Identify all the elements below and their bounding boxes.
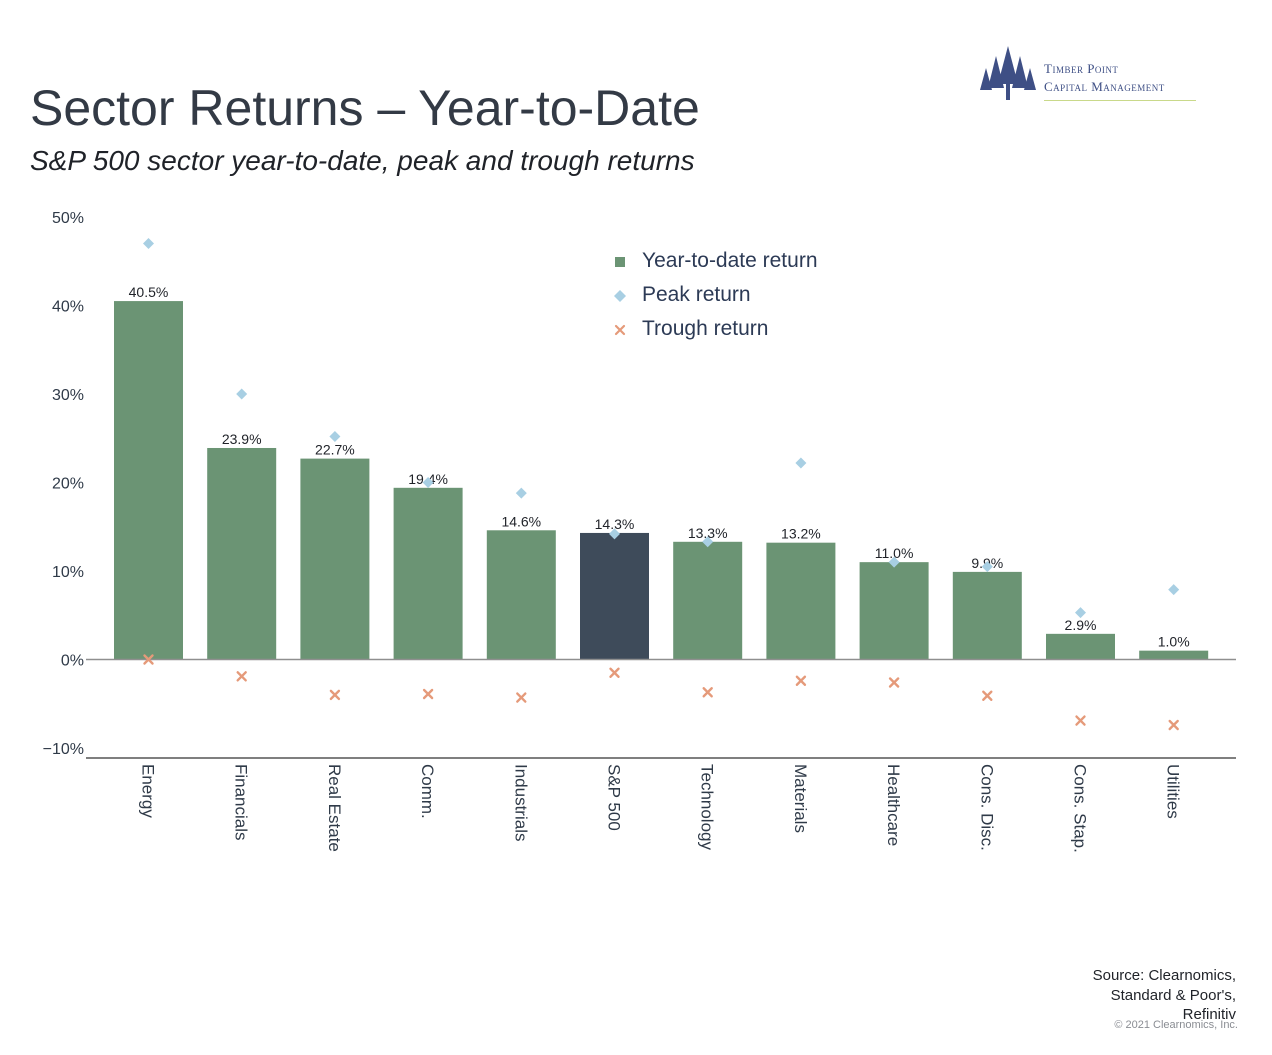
logo-underline bbox=[1044, 100, 1196, 101]
x-category-label: Comm. bbox=[418, 764, 437, 819]
x-category-label: Materials bbox=[791, 764, 810, 833]
logo-text: Timber Point Capital Management bbox=[1044, 60, 1165, 96]
trough-marker bbox=[702, 687, 713, 698]
peak-marker bbox=[1075, 607, 1086, 619]
logo-line-2: Capital Management bbox=[1044, 79, 1165, 94]
peak-marker bbox=[609, 528, 620, 540]
data-label: 13.3% bbox=[688, 525, 728, 541]
legend-square-icon bbox=[615, 257, 625, 267]
source-line-1: Source: Clearnomics, bbox=[1092, 967, 1236, 984]
peak-marker bbox=[702, 536, 714, 548]
trough-marker bbox=[982, 690, 993, 701]
y-tick-label: 0% bbox=[61, 653, 84, 670]
y-tick-label: 50% bbox=[52, 210, 84, 227]
trough-marker bbox=[1075, 715, 1086, 726]
bar bbox=[1046, 633, 1115, 660]
data-label: 2.9% bbox=[1065, 617, 1097, 633]
pine-trees-icon bbox=[980, 46, 1036, 100]
legend-diamond-icon bbox=[614, 290, 626, 302]
trough-marker bbox=[236, 671, 247, 682]
data-label: 23.9% bbox=[222, 431, 262, 447]
x-category-label: Energy bbox=[139, 764, 158, 818]
trough-marker bbox=[422, 688, 434, 700]
y-tick-label: 30% bbox=[52, 387, 84, 404]
trough-marker bbox=[795, 675, 807, 686]
x-category-label: Industrials bbox=[511, 764, 530, 841]
x-category-label: Cons. Disc. bbox=[977, 764, 996, 851]
source-note: Source: Clearnomics, Standard & Poor's, … bbox=[1093, 966, 1236, 1025]
company-logo: Timber Point Capital Management bbox=[978, 44, 1208, 108]
peak-marker bbox=[422, 477, 434, 488]
x-category-label: Healthcare bbox=[884, 764, 903, 846]
peak-marker bbox=[981, 561, 993, 573]
peak-marker bbox=[143, 238, 154, 250]
legend-label-trough: Trough return bbox=[642, 317, 769, 340]
x-category-label: S&P 500 bbox=[605, 764, 624, 831]
y-tick-label: 40% bbox=[52, 299, 84, 316]
x-category-label: Technology bbox=[698, 764, 717, 851]
trough-marker bbox=[516, 692, 527, 703]
bar bbox=[486, 530, 556, 660]
source-line-2: Standard & Poor's, bbox=[1110, 986, 1236, 1004]
y-tick-label: 20% bbox=[52, 476, 84, 493]
bar bbox=[393, 487, 463, 660]
data-label: 40.5% bbox=[129, 284, 169, 300]
trough-marker bbox=[609, 667, 620, 678]
data-label: 14.6% bbox=[501, 513, 541, 529]
chart-subtitle: S&P 500 sector year-to-date, peak and tr… bbox=[30, 145, 695, 176]
legend-x-icon bbox=[614, 324, 626, 336]
bar bbox=[859, 562, 929, 660]
data-label: 13.2% bbox=[781, 526, 821, 542]
copyright-note: © 2021 Clearnomics, Inc. bbox=[1114, 1019, 1238, 1031]
x-category-label: Financials bbox=[232, 764, 251, 841]
y-tick-label: −10% bbox=[43, 741, 84, 758]
bar bbox=[114, 301, 183, 660]
source-line-3: Refinitiv bbox=[1182, 1006, 1236, 1023]
x-category-label: Cons. Stap. bbox=[1071, 764, 1090, 853]
bar bbox=[207, 447, 277, 660]
peak-marker bbox=[795, 457, 807, 469]
trough-marker bbox=[329, 689, 341, 701]
x-category-label: Utilities bbox=[1164, 764, 1183, 819]
legend-label-peak: Peak return bbox=[642, 283, 751, 306]
data-label: 14.3% bbox=[595, 516, 635, 532]
trough-marker bbox=[888, 677, 900, 688]
data-label: 22.7% bbox=[315, 442, 355, 458]
chart-title: Sector Returns – Year-to-Date bbox=[30, 80, 700, 136]
peak-marker bbox=[329, 430, 341, 442]
peak-marker bbox=[888, 556, 900, 568]
peak-marker bbox=[236, 388, 248, 400]
data-label: 1.0% bbox=[1158, 634, 1190, 650]
bar bbox=[952, 571, 1022, 660]
trough-marker bbox=[1168, 719, 1179, 731]
peak-marker bbox=[1168, 584, 1180, 596]
x-category-label: Real Estate bbox=[325, 764, 344, 852]
bar bbox=[766, 542, 836, 660]
bar bbox=[673, 541, 743, 660]
trough-marker bbox=[143, 654, 154, 665]
y-tick-label: 10% bbox=[52, 564, 84, 581]
bar bbox=[1139, 650, 1209, 660]
bar bbox=[300, 458, 370, 660]
data-label: 11.0% bbox=[875, 545, 914, 561]
peak-marker bbox=[515, 487, 527, 499]
legend-label-ytd: Year-to-date return bbox=[642, 249, 818, 272]
logo-line-1: Timber Point bbox=[1044, 61, 1119, 76]
bar bbox=[580, 532, 649, 660]
